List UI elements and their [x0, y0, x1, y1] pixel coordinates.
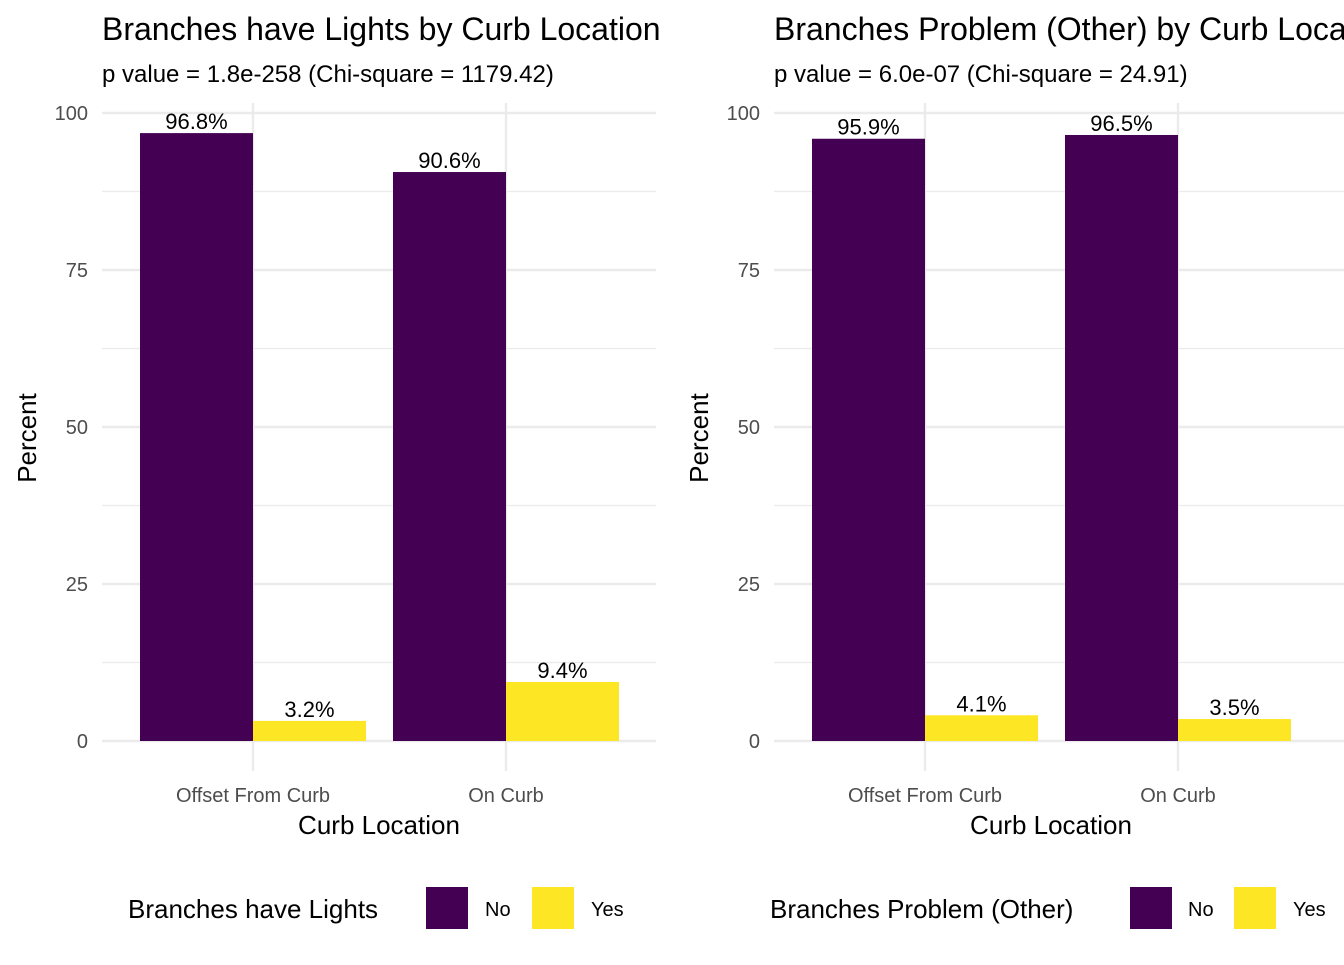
- legend-label: No: [485, 899, 511, 921]
- chart-panel-lights: 0 25 50 75 100 96.8% 3.2% Offset From Curb 90.6%…: [12, 11, 661, 929]
- legend-key-no: [426, 887, 468, 929]
- y-tick-label: 0: [77, 731, 88, 753]
- data-label: 96.8%: [165, 109, 227, 134]
- chart-title: Branches Problem (Other) by Curb Locatio…: [774, 11, 1344, 47]
- bar-no-offset-from-curb: [812, 138, 925, 742]
- plot-area: 0 25 50 75 100 95.9% 4.1% Offset From Curb 96.5%…: [727, 103, 1344, 807]
- y-tick-label: 100: [727, 103, 760, 125]
- x-axis-label: Curb Location: [970, 810, 1132, 840]
- y-tick-label: 75: [66, 260, 88, 282]
- data-label: 3.5%: [1209, 695, 1259, 720]
- data-label: 96.5%: [1090, 111, 1152, 136]
- legend-key-yes: [532, 887, 574, 929]
- bar-no-on-curb: [393, 172, 506, 742]
- y-tick-label: 50: [66, 417, 88, 439]
- data-label: 9.4%: [537, 658, 587, 683]
- y-tick-label: 25: [66, 574, 88, 596]
- legend-key-no: [1130, 887, 1172, 929]
- chart-title: Branches have Lights by Curb Location: [102, 11, 661, 47]
- y-tick-label: 75: [738, 260, 760, 282]
- legend-label: Yes: [1293, 899, 1326, 921]
- y-axis-label: Percent: [684, 392, 714, 482]
- bar-yes-on-curb: [1178, 719, 1291, 741]
- legend-label: No: [1188, 899, 1214, 921]
- chart-panel-problem-other: 0 25 50 75 100 95.9% 4.1% Offset From Curb 96.5%…: [684, 11, 1344, 929]
- bar-yes-offset-from-curb: [253, 720, 366, 741]
- legend-label: Yes: [591, 899, 624, 921]
- y-tick-label: 100: [55, 103, 88, 125]
- bar-no-offset-from-curb: [140, 133, 253, 741]
- chart-subtitle: p value = 6.0e-07 (Chi-square = 24.91): [774, 61, 1188, 88]
- y-tick-label: 25: [738, 574, 760, 596]
- plot-area: 0 25 50 75 100 96.8% 3.2% Offset From Curb 90.6%…: [55, 103, 656, 807]
- data-label: 90.6%: [418, 148, 480, 173]
- x-tick-label: On Curb: [468, 785, 544, 807]
- x-tick-label: Offset From Curb: [176, 785, 330, 807]
- y-axis-label: Percent: [12, 392, 42, 482]
- data-label: 95.9%: [837, 115, 899, 140]
- y-tick-label: 50: [738, 417, 760, 439]
- legend-key-yes: [1234, 887, 1276, 929]
- x-tick-label: On Curb: [1140, 785, 1216, 807]
- data-label: 3.2%: [284, 697, 334, 722]
- chart-subtitle: p value = 1.8e-258 (Chi-square = 1179.42…: [102, 61, 554, 88]
- legend-title: Branches Problem (Other): [770, 894, 1073, 924]
- bar-yes-offset-from-curb: [925, 715, 1038, 741]
- x-tick-label: Offset From Curb: [848, 785, 1002, 807]
- bar-yes-on-curb: [506, 681, 619, 741]
- y-tick-label: 0: [749, 731, 760, 753]
- data-label: 4.1%: [956, 691, 1006, 716]
- x-axis-label: Curb Location: [298, 810, 460, 840]
- bar-no-on-curb: [1065, 134, 1178, 742]
- legend-title: Branches have Lights: [128, 894, 378, 924]
